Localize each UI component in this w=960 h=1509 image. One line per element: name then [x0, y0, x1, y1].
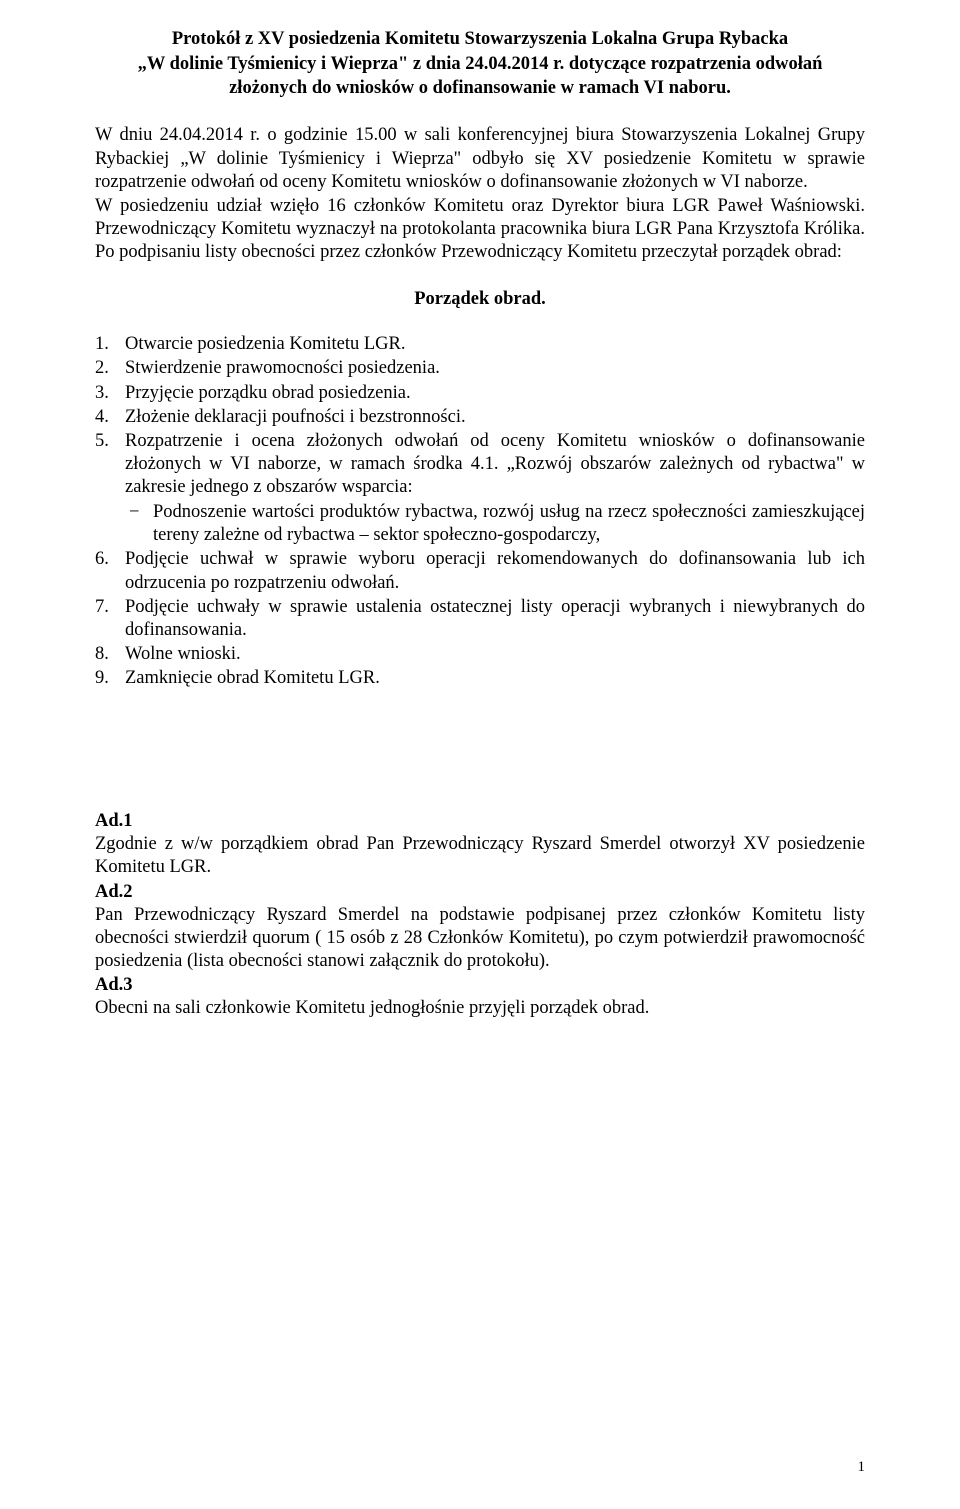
agenda-item-3: 3. Przyjęcie porządku obrad posiedzenia.: [125, 382, 865, 405]
ad3-text: Obecni na sali członkowie Komitetu jedno…: [95, 997, 865, 1020]
agenda-item-num: 5.: [95, 430, 121, 453]
agenda-item-num: 8.: [95, 643, 121, 666]
agenda-item-text: Podjęcie uchwały w sprawie ustalenia ost…: [125, 597, 865, 640]
agenda-item-7: 7. Podjęcie uchwały w sprawie ustalenia …: [125, 596, 865, 642]
ad1-text: Zgodnie z w/w porządkiem obrad Pan Przew…: [95, 833, 865, 879]
agenda-item-num: 4.: [95, 406, 121, 429]
agenda-item-num: 9.: [95, 667, 121, 690]
agenda-item-text: Rozpatrzenie i ocena złożonych odwołań o…: [125, 431, 865, 497]
agenda-item-num: 1.: [95, 333, 121, 356]
agenda-item-text: Otwarcie posiedzenia Komitetu LGR.: [125, 334, 406, 354]
ad2-label: Ad.2: [95, 881, 865, 904]
agenda-item-1: 1. Otwarcie posiedzenia Komitetu LGR.: [125, 333, 865, 356]
agenda-item-num: 3.: [95, 382, 121, 405]
agenda-subitem: Podnoszenie wartości produktów rybactwa,…: [153, 501, 865, 547]
agenda-header: Porządek obrad.: [95, 288, 865, 311]
agenda-item-text: Wolne wnioski.: [125, 644, 241, 664]
agenda-item-4: 4. Złożenie deklaracji poufności i bezst…: [125, 406, 865, 429]
intro-paragraph-1: W dniu 24.04.2014 r. o godzinie 15.00 w …: [95, 124, 865, 193]
agenda-item-text: Stwierdzenie prawomocności posiedzenia.: [125, 358, 440, 378]
agenda-item-text: Podjęcie uchwał w sprawie wyboru operacj…: [125, 549, 865, 592]
ad-section: Ad.1 Zgodnie z w/w porządkiem obrad Pan …: [95, 810, 865, 1020]
intro-paragraph-2: W posiedzeniu udział wzięło 16 członków …: [95, 195, 865, 264]
agenda-item-2: 2. Stwierdzenie prawomocności posiedzeni…: [125, 357, 865, 380]
agenda-item-text: Zamknięcie obrad Komitetu LGR.: [125, 668, 380, 688]
agenda-item-text: Przyjęcie porządku obrad posiedzenia.: [125, 383, 411, 403]
agenda-item-6: 6. Podjęcie uchwał w sprawie wyboru oper…: [125, 548, 865, 594]
agenda-item-num: 6.: [95, 548, 121, 571]
ad2-text: Pan Przewodniczący Ryszard Smerdel na po…: [95, 904, 865, 973]
agenda-item-num: 7.: [95, 596, 121, 619]
doc-title-line2: „W dolinie Tyśmienicy i Wieprza" z dnia …: [95, 53, 865, 76]
agenda-item-8: 8. Wolne wnioski.: [125, 643, 865, 666]
doc-title-line3: złożonych do wniosków o dofinansowanie w…: [95, 77, 865, 100]
agenda-item-num: 2.: [95, 357, 121, 380]
ad1-label: Ad.1: [95, 810, 865, 833]
agenda-sublist: Podnoszenie wartości produktów rybactwa,…: [125, 501, 865, 547]
agenda-item-5: 5. Rozpatrzenie i ocena złożonych odwoła…: [125, 430, 865, 548]
page-number: 1: [858, 1458, 866, 1477]
ad3-label: Ad.3: [95, 974, 865, 997]
doc-title-line1: Protokół z XV posiedzenia Komitetu Stowa…: [95, 28, 865, 51]
agenda-item-text: Złożenie deklaracji poufności i bezstron…: [125, 407, 466, 427]
agenda-list: 1. Otwarcie posiedzenia Komitetu LGR. 2.…: [95, 333, 865, 690]
agenda-item-9: 9. Zamknięcie obrad Komitetu LGR.: [125, 667, 865, 690]
